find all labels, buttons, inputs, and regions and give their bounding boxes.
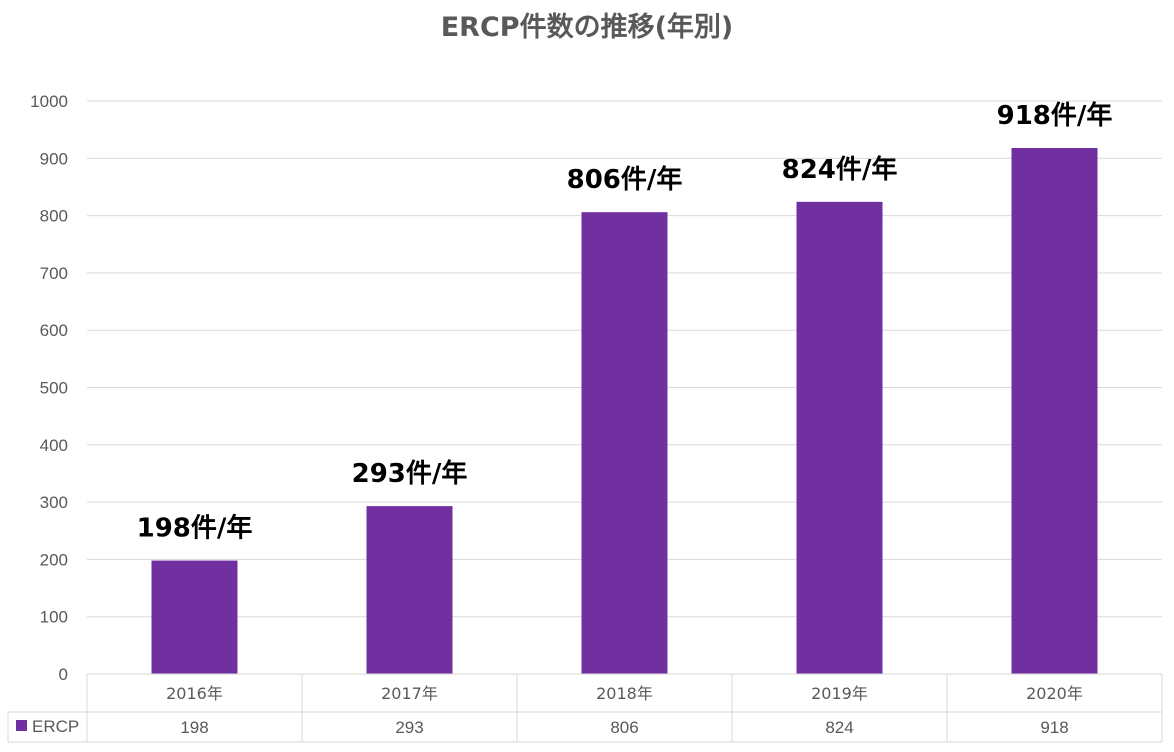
bar [366, 506, 453, 674]
category-label: 2018年 [596, 684, 653, 703]
category-label: 2019年 [811, 684, 868, 703]
y-tick-label: 600 [40, 321, 68, 340]
category-label: 2017年 [381, 684, 438, 703]
y-tick-label: 800 [40, 207, 68, 226]
bar [1011, 147, 1098, 675]
table-value: 198 [180, 718, 208, 737]
y-tick-label: 300 [40, 493, 68, 512]
data-label: 918件/年 [997, 100, 1113, 131]
data-labels: 198件/年 293件/年 806件/年 824件/年 918件/年 [137, 100, 1113, 544]
y-tick-label: 400 [40, 436, 68, 455]
data-label: 806件/年 [567, 164, 683, 195]
table-value: 806 [610, 718, 638, 737]
y-tick-label: 200 [40, 550, 68, 569]
chart-title: ERCP件数の推移(年別) [441, 11, 734, 43]
bar [796, 201, 883, 674]
bar [151, 560, 238, 674]
y-axis-ticks: 0 100 200 300 400 500 600 700 800 900 1000 [30, 92, 68, 684]
bars [151, 147, 1098, 675]
y-tick-label: 700 [40, 264, 68, 283]
category-label: 2016年 [166, 684, 223, 703]
data-label: 198件/年 [137, 513, 253, 544]
legend-key [16, 720, 27, 731]
y-tick-label: 500 [40, 379, 68, 398]
bar [581, 212, 668, 675]
y-tick-label: 1000 [30, 92, 68, 111]
data-label: 824件/年 [782, 154, 898, 185]
table-value: 293 [395, 718, 423, 737]
y-tick-label: 900 [40, 149, 68, 168]
data-label: 293件/年 [352, 458, 468, 489]
table-value: 918 [1040, 718, 1068, 737]
table-value: 824 [825, 718, 853, 737]
data-table: 2016年 2017年 2018年 2019年 2020年 ERCP 198 293 806 82… [7, 673, 1163, 743]
y-tick-label: 0 [59, 665, 68, 684]
y-tick-label: 100 [40, 608, 68, 627]
category-label: 2020年 [1026, 684, 1083, 703]
series-name: ERCP [32, 717, 79, 736]
